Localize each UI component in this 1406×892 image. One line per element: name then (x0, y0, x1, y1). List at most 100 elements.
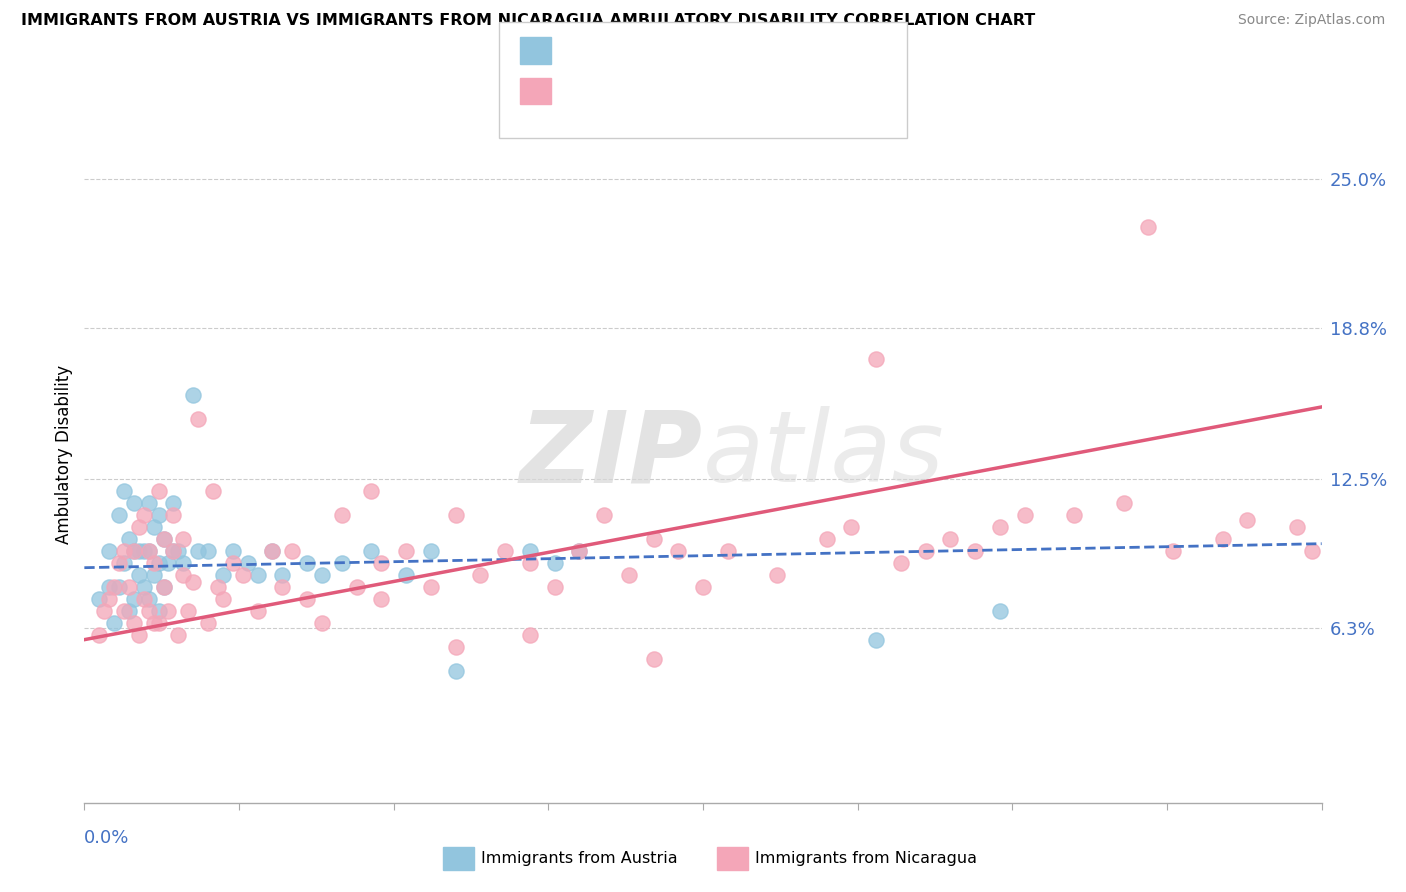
Point (222, 544, 245, 558)
Point (965, 544, 987, 558)
Point (142, 567, 165, 582)
Point (138, 544, 160, 558)
Point (1063, 508, 1085, 522)
Point (212, 591, 235, 606)
Point (281, 544, 304, 558)
Point (222, 556, 245, 570)
Point (187, 412, 209, 426)
Point (167, 544, 190, 558)
Point (162, 496, 184, 510)
Point (148, 556, 170, 570)
Point (152, 580, 174, 594)
Point (103, 580, 125, 594)
Text: Immigrants from Nicaragua: Immigrants from Nicaragua (755, 852, 977, 866)
Point (212, 567, 235, 582)
Point (444, 508, 467, 522)
Point (568, 544, 591, 558)
Text: 0.0%: 0.0% (84, 830, 129, 847)
Point (666, 544, 689, 558)
Point (167, 628, 190, 642)
Point (112, 544, 135, 558)
Point (1285, 520, 1308, 534)
Point (112, 604, 135, 618)
Point (172, 532, 194, 546)
Point (1301, 544, 1323, 558)
Point (568, 544, 591, 558)
Point (1161, 544, 1184, 558)
Point (1014, 508, 1036, 522)
Point (330, 508, 353, 522)
Point (142, 520, 165, 534)
Point (262, 544, 284, 558)
Point (162, 544, 184, 558)
Point (360, 544, 382, 558)
Point (112, 483, 135, 498)
Point (232, 567, 254, 582)
Point (181, 388, 204, 402)
Point (1236, 513, 1258, 527)
Point (138, 591, 160, 606)
Point (519, 544, 541, 558)
Point (717, 544, 740, 558)
Point (202, 483, 225, 498)
Point (865, 632, 887, 647)
Text: N = 53: N = 53 (724, 42, 792, 60)
Text: atlas: atlas (703, 407, 945, 503)
Point (890, 556, 912, 570)
Point (1212, 532, 1234, 546)
Point (93, 604, 115, 618)
Point (395, 567, 418, 582)
Text: R = 0.034: R = 0.034 (560, 42, 658, 60)
Text: R = 0.475: R = 0.475 (560, 82, 658, 100)
Point (89, 591, 111, 606)
Point (419, 580, 441, 594)
Point (865, 351, 887, 366)
Point (162, 544, 184, 558)
Point (236, 556, 259, 570)
Point (181, 575, 204, 590)
Point (98, 580, 121, 594)
Point (330, 556, 353, 570)
Point (519, 556, 541, 570)
Point (692, 580, 714, 594)
Point (98, 544, 121, 558)
Point (494, 544, 516, 558)
Point (148, 604, 170, 618)
Point (89, 628, 111, 642)
Text: ZIP: ZIP (520, 407, 703, 503)
Point (519, 628, 541, 642)
Point (1137, 219, 1160, 234)
Point (138, 604, 160, 618)
Point (162, 508, 184, 522)
Point (172, 556, 194, 570)
Point (271, 580, 294, 594)
Point (766, 567, 789, 582)
Point (157, 604, 180, 618)
Point (444, 640, 467, 654)
Point (138, 496, 160, 510)
Point (132, 508, 155, 522)
Point (108, 580, 131, 594)
Point (148, 508, 170, 522)
Point (197, 544, 219, 558)
Point (122, 496, 145, 510)
Point (103, 615, 125, 630)
Point (1112, 496, 1135, 510)
Point (108, 508, 131, 522)
Point (128, 567, 150, 582)
Point (112, 556, 135, 570)
Point (360, 483, 382, 498)
Point (271, 567, 294, 582)
Text: Immigrants from Austria: Immigrants from Austria (481, 852, 678, 866)
Point (152, 532, 174, 546)
Point (841, 520, 863, 534)
Point (939, 532, 962, 546)
Text: IMMIGRANTS FROM AUSTRIA VS IMMIGRANTS FROM NICARAGUA AMBULATORY DISABILITY CORRE: IMMIGRANTS FROM AUSTRIA VS IMMIGRANTS FR… (21, 13, 1035, 29)
Point (643, 532, 665, 546)
Point (370, 556, 392, 570)
Point (246, 604, 269, 618)
Point (152, 580, 174, 594)
Text: N = 84: N = 84 (724, 82, 792, 100)
Point (122, 591, 145, 606)
Point (148, 483, 170, 498)
